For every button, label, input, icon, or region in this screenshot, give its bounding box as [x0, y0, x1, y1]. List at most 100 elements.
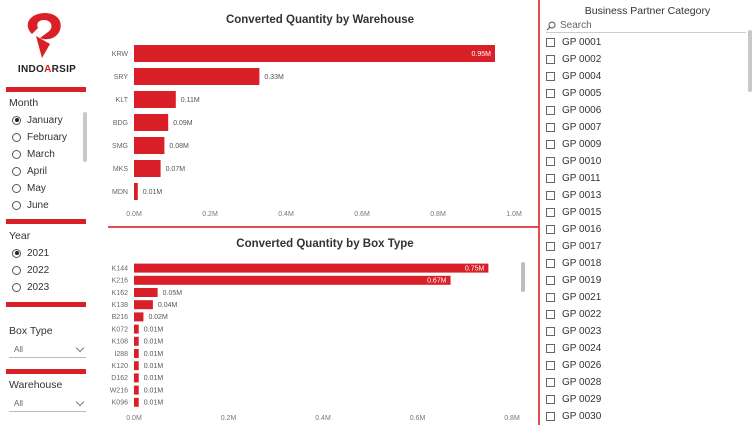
year-option[interactable]: 2022 [12, 263, 49, 277]
radio-button-icon[interactable] [12, 265, 21, 275]
year-option[interactable]: 2023 [12, 280, 49, 294]
radio-button-icon[interactable] [12, 200, 21, 210]
data-label: 0.01M [144, 326, 164, 333]
bar[interactable] [134, 263, 489, 273]
bar[interactable] [134, 183, 138, 200]
radio-button-icon[interactable] [12, 183, 21, 193]
category-scrollbar[interactable] [748, 30, 752, 92]
category-label: GP 0024 [562, 343, 602, 354]
category-item[interactable]: GP 0001 [546, 34, 741, 51]
category-tick-label: D162 [111, 375, 128, 382]
checkbox-icon[interactable] [546, 327, 555, 336]
checkbox-icon[interactable] [546, 276, 555, 285]
radio-button-icon[interactable] [12, 132, 21, 142]
category-item[interactable]: GP 0013 [546, 187, 741, 204]
checkbox-icon[interactable] [546, 38, 555, 47]
bar[interactable] [134, 300, 153, 310]
x-tick-label: 0.4M [315, 415, 331, 422]
bar[interactable] [134, 385, 139, 395]
category-item[interactable]: GP 0022 [546, 306, 741, 323]
radio-button-icon[interactable] [12, 115, 21, 125]
checkbox-icon[interactable] [546, 310, 555, 319]
bar[interactable] [134, 68, 260, 85]
checkbox-icon[interactable] [546, 361, 555, 370]
bar[interactable] [134, 160, 161, 177]
year-option[interactable]: 2021 [12, 246, 49, 260]
bar[interactable] [134, 275, 451, 285]
bar[interactable] [134, 349, 139, 358]
checkbox-icon[interactable] [546, 293, 555, 302]
box-type-dropdown[interactable]: All [9, 342, 86, 358]
checkbox-icon[interactable] [546, 191, 555, 200]
category-item[interactable]: GP 0018 [546, 255, 741, 272]
radio-button-icon[interactable] [12, 166, 21, 176]
bar[interactable] [134, 114, 169, 131]
checkbox-icon[interactable] [546, 157, 555, 166]
month-option[interactable]: May [12, 181, 46, 195]
category-item[interactable]: GP 0029 [546, 391, 741, 408]
category-item[interactable]: GP 0024 [546, 340, 741, 357]
bar[interactable] [134, 336, 139, 346]
category-item[interactable]: GP 0010 [546, 153, 741, 170]
category-item[interactable]: GP 0011 [546, 170, 741, 187]
checkbox-icon[interactable] [546, 378, 555, 387]
month-option[interactable]: April [12, 164, 47, 178]
data-label: 0.01M [143, 189, 163, 196]
bar[interactable] [134, 373, 139, 383]
box-type-chart-scrollbar[interactable] [521, 262, 525, 292]
category-tick-label: BDG [113, 120, 128, 127]
category-tick-label: K144 [112, 265, 128, 272]
category-label: GP 0030 [562, 411, 602, 422]
month-option[interactable]: June [12, 198, 49, 212]
checkbox-icon[interactable] [546, 344, 555, 353]
category-item[interactable]: GP 0023 [546, 323, 741, 340]
category-item[interactable]: GP 0005 [546, 85, 741, 102]
bar[interactable] [134, 288, 158, 297]
category-label: GP 0022 [562, 309, 602, 320]
checkbox-icon[interactable] [546, 123, 555, 132]
category-search-input[interactable]: Search [546, 19, 746, 33]
category-item[interactable]: GP 0026 [546, 357, 741, 374]
checkbox-icon[interactable] [546, 242, 555, 251]
category-item[interactable]: GP 0006 [546, 102, 741, 119]
data-label: 0.05M [163, 290, 183, 297]
checkbox-icon[interactable] [546, 140, 555, 149]
bar[interactable] [134, 312, 144, 322]
category-item[interactable]: GP 0021 [546, 289, 741, 306]
category-item[interactable]: GP 0030 [546, 408, 741, 425]
radio-button-icon[interactable] [12, 282, 21, 292]
bar[interactable] [134, 397, 139, 407]
bar[interactable] [134, 91, 176, 108]
category-item[interactable]: GP 0002 [546, 51, 741, 68]
checkbox-icon[interactable] [546, 208, 555, 217]
bar[interactable] [134, 324, 139, 334]
category-item[interactable]: GP 0004 [546, 68, 741, 85]
checkbox-icon[interactable] [546, 89, 555, 98]
category-item[interactable]: GP 0017 [546, 238, 741, 255]
bar[interactable] [134, 361, 139, 371]
category-label: GP 0009 [562, 139, 602, 150]
category-item[interactable]: GP 0009 [546, 136, 741, 153]
checkbox-icon[interactable] [546, 106, 555, 115]
category-item[interactable]: GP 0019 [546, 272, 741, 289]
category-item[interactable]: GP 0007 [546, 119, 741, 136]
radio-button-icon[interactable] [12, 149, 21, 159]
month-scrollbar[interactable] [83, 112, 87, 162]
checkbox-icon[interactable] [546, 259, 555, 268]
bar[interactable] [134, 137, 165, 154]
category-item[interactable]: GP 0028 [546, 374, 741, 391]
month-option[interactable]: February [12, 130, 67, 144]
month-option[interactable]: January [12, 113, 63, 127]
checkbox-icon[interactable] [546, 225, 555, 234]
checkbox-icon[interactable] [546, 412, 555, 421]
category-item[interactable]: GP 0015 [546, 204, 741, 221]
category-item[interactable]: GP 0016 [546, 221, 741, 238]
checkbox-icon[interactable] [546, 72, 555, 81]
checkbox-icon[interactable] [546, 395, 555, 404]
checkbox-icon[interactable] [546, 55, 555, 64]
checkbox-icon[interactable] [546, 174, 555, 183]
bar[interactable] [134, 45, 495, 62]
radio-button-icon[interactable] [12, 248, 21, 258]
warehouse-dropdown[interactable]: All [9, 396, 86, 412]
month-option[interactable]: March [12, 147, 55, 161]
